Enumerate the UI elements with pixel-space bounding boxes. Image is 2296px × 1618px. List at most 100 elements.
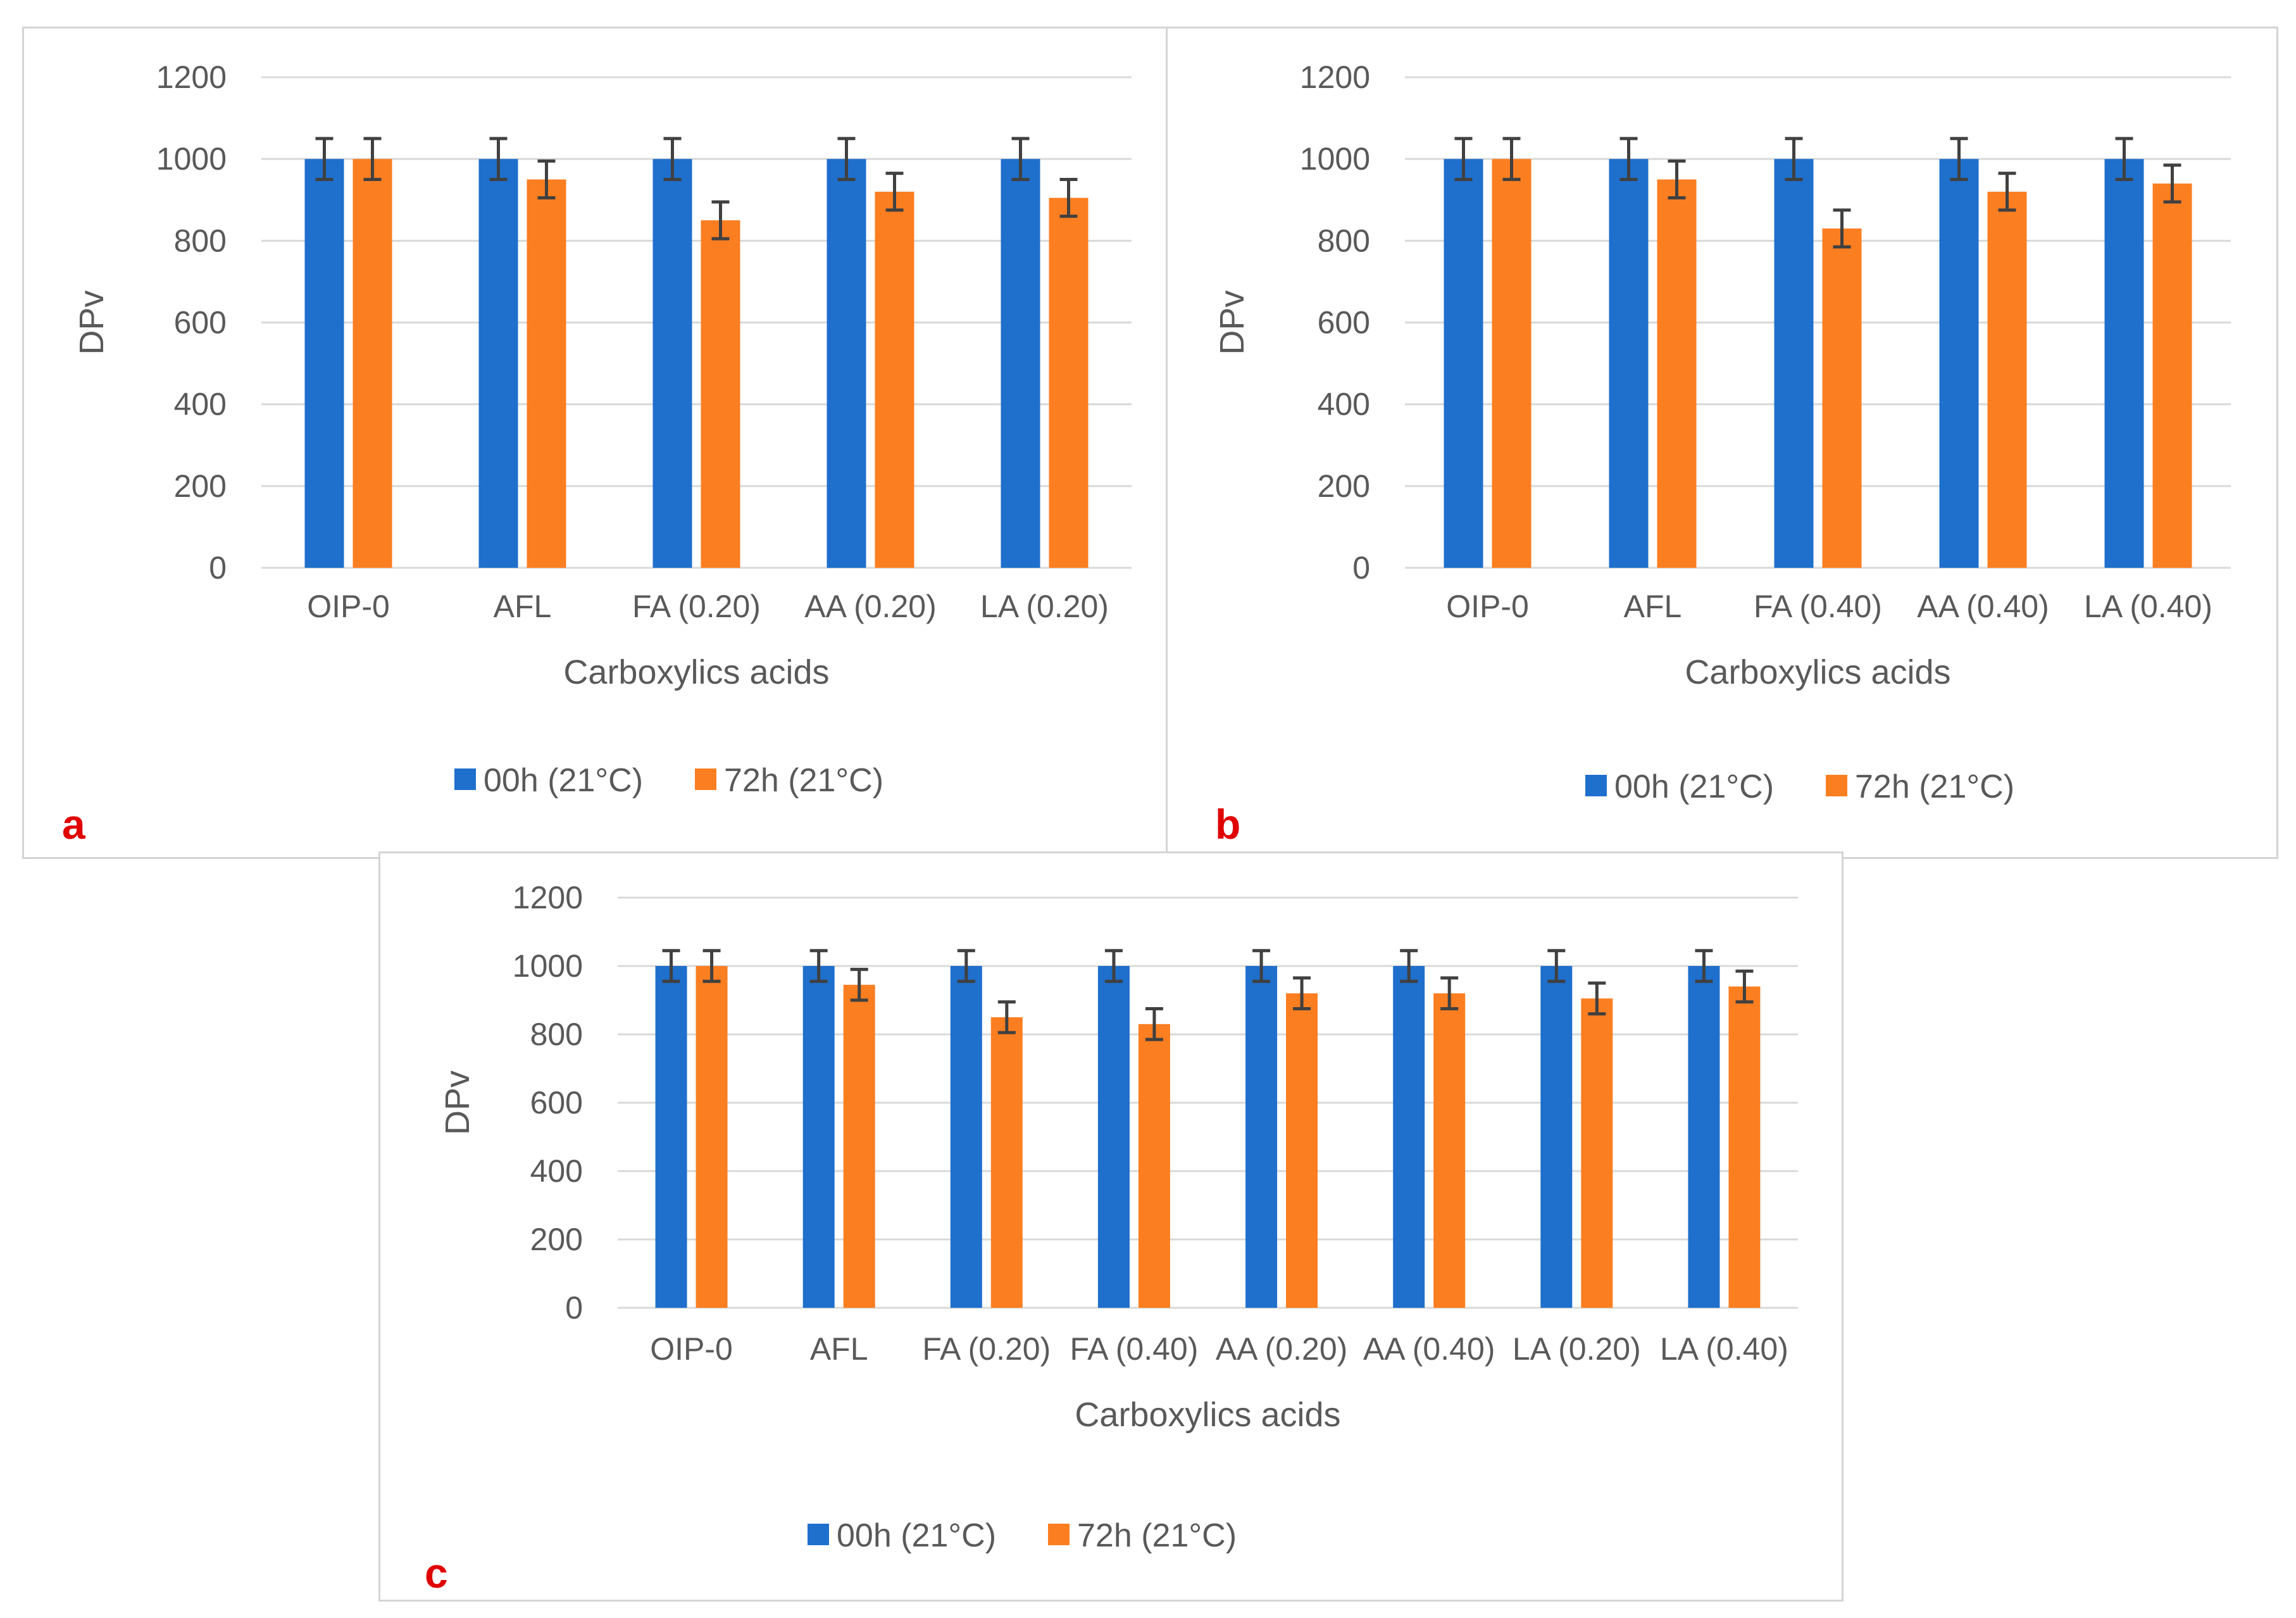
bar-c-s1-0 [696, 966, 728, 1308]
bar-a-s0-3 [827, 159, 866, 568]
x-tick-label-c-4: AA (0.20) [1216, 1331, 1347, 1367]
legend-swatch-b-0 [1585, 775, 1607, 796]
x-tick-label-c-0: OIP-0 [650, 1331, 733, 1367]
x-axis-title-c: Carboxylics acids [1075, 1396, 1340, 1434]
bar-a-s1-0 [353, 159, 392, 568]
y-tick-label-a: 800 [174, 223, 227, 258]
legend-label-b-0: 00h (21°C) [1614, 768, 1774, 805]
y-tick-label-a: 200 [174, 468, 227, 504]
bar-b-s0-3 [1939, 159, 1979, 568]
y-tick-label-b: 400 [1318, 387, 1370, 422]
bar-b-s1-0 [1492, 159, 1532, 568]
panel-label-b: b [1215, 801, 1240, 848]
bar-a-s1-4 [1049, 198, 1089, 568]
bar-c-s1-3 [1138, 1024, 1170, 1308]
y-tick-label-c: 0 [565, 1290, 583, 1326]
legend-label-a-0: 00h (21°C) [484, 762, 643, 799]
bar-b-s1-3 [1987, 191, 2027, 568]
bar-a-s1-3 [875, 191, 914, 568]
chart-panel-c: 0 200 400 600 800 1000 1200 OIP-0 AFL FA (0.20) FA… [378, 851, 1844, 1602]
bar-c-s1-7 [1728, 986, 1761, 1308]
bar-a-s0-4 [1001, 159, 1040, 568]
bar-b-s1-1 [1657, 179, 1697, 568]
bar-a-s0-0 [304, 159, 344, 568]
y-tick-label-c: 400 [530, 1153, 583, 1189]
bar-c-s0-3 [1097, 966, 1130, 1308]
x-tick-label-a-3: AA (0.20) [804, 589, 936, 624]
bar-b-s1-4 [2152, 183, 2192, 568]
legend-swatch-c-0 [808, 1524, 829, 1545]
y-tick-label-c: 600 [530, 1085, 583, 1120]
legend-swatch-b-1 [1826, 775, 1847, 796]
x-tick-label-a-4: LA (0.20) [980, 589, 1109, 624]
y-tick-label-c: 200 [530, 1222, 583, 1257]
bar-b-s1-2 [1822, 228, 1862, 568]
bar-c-s0-6 [1540, 966, 1573, 1308]
bar-a-s0-1 [478, 159, 518, 568]
y-tick-label-b: 200 [1318, 468, 1370, 504]
bar-c-s1-2 [990, 1017, 1023, 1308]
x-tick-label-b-2: FA (0.40) [1754, 589, 1882, 624]
y-tick-label-a: 1000 [156, 141, 227, 177]
x-tick-label-c-7: LA (0.40) [1660, 1331, 1788, 1367]
x-tick-label-c-6: LA (0.20) [1513, 1331, 1641, 1367]
bar-b-s0-4 [2104, 159, 2144, 568]
panel-label-c: c [425, 1550, 448, 1596]
x-tick-label-b-1: AFL [1624, 589, 1682, 624]
bar-b-s0-0 [1444, 159, 1483, 568]
bar-b-s0-2 [1774, 159, 1814, 568]
legend-label-c-1: 72h (21°C) [1077, 1517, 1237, 1554]
bar-c-s1-5 [1433, 993, 1466, 1308]
x-tick-label-a-2: FA (0.20) [632, 589, 761, 624]
legend-label-b-1: 72h (21°C) [1855, 768, 2014, 805]
x-tick-label-b-0: OIP-0 [1446, 589, 1529, 624]
x-tick-label-a-1: AFL [494, 589, 552, 624]
legend-swatch-c-1 [1048, 1524, 1070, 1545]
bar-a-s1-2 [701, 220, 740, 568]
y-tick-label-b: 1200 [1300, 60, 1370, 95]
x-tick-label-c-5: AA (0.40) [1363, 1331, 1495, 1367]
legend-label-a-1: 72h (21°C) [724, 762, 883, 799]
bar-c-s0-1 [802, 966, 835, 1308]
y-tick-label-b: 1000 [1300, 141, 1370, 177]
bar-c-s0-4 [1245, 966, 1278, 1308]
bar-c-s0-5 [1393, 966, 1425, 1308]
bar-b-s0-1 [1609, 159, 1649, 568]
y-axis-title-c: DPv [439, 1070, 477, 1135]
y-tick-label-a: 600 [174, 305, 227, 341]
bar-c-s1-6 [1581, 998, 1613, 1308]
chart-panel-a: 0 200 400 600 800 1000 1200 OIP-0 AFL FA (0.20) AA… [22, 27, 1168, 859]
y-tick-label-c: 800 [530, 1017, 583, 1052]
legend-label-c-0: 00h (21°C) [837, 1517, 996, 1554]
chart-panel-b: 0 200 400 600 800 1000 1200 OIP-0 AFL FA (0.40) AA… [1166, 27, 2278, 859]
x-axis-title-a: Carboxylics acids [563, 653, 829, 691]
y-tick-label-b: 0 [1352, 550, 1370, 586]
chart-svg-a: 0 200 400 600 800 1000 1200 OIP-0 AFL FA (0.20) AA… [62, 60, 1132, 848]
x-tick-label-b-4: LA (0.40) [2084, 589, 2212, 624]
chart-svg-b: 0 200 400 600 800 1000 1200 OIP-0 AFL FA (0.40) AA… [1213, 60, 2231, 848]
bar-a-s1-1 [527, 179, 566, 568]
y-tick-label-b: 800 [1318, 223, 1370, 258]
y-tick-label-b: 600 [1318, 305, 1370, 341]
chart-svg-c: 0 200 400 600 800 1000 1200 OIP-0 AFL FA (0.20) FA… [425, 880, 1798, 1596]
x-tick-label-a-0: OIP-0 [307, 589, 390, 624]
bar-c-s0-2 [950, 966, 982, 1308]
x-tick-label-c-1: AFL [810, 1331, 868, 1367]
x-tick-label-c-3: FA (0.40) [1070, 1331, 1198, 1367]
bar-c-s0-0 [655, 966, 687, 1308]
x-tick-label-b-3: AA (0.40) [1917, 589, 2049, 624]
y-axis-title-b: DPv [1213, 290, 1251, 354]
legend-swatch-a-0 [454, 768, 476, 790]
y-tick-label-a: 0 [209, 550, 227, 586]
y-tick-label-a: 400 [174, 387, 227, 422]
y-tick-label-c: 1000 [513, 948, 583, 984]
panel-label-a: a [62, 801, 86, 848]
x-axis-title-b: Carboxylics acids [1685, 653, 1950, 691]
y-tick-label-a: 1200 [156, 60, 227, 95]
x-tick-label-c-2: FA (0.20) [922, 1331, 1051, 1367]
bar-c-s1-4 [1286, 993, 1318, 1308]
legend-swatch-a-1 [695, 768, 716, 790]
y-axis-title-a: DPv [73, 290, 111, 354]
bar-c-s0-7 [1688, 966, 1720, 1308]
bar-a-s0-2 [652, 159, 692, 568]
